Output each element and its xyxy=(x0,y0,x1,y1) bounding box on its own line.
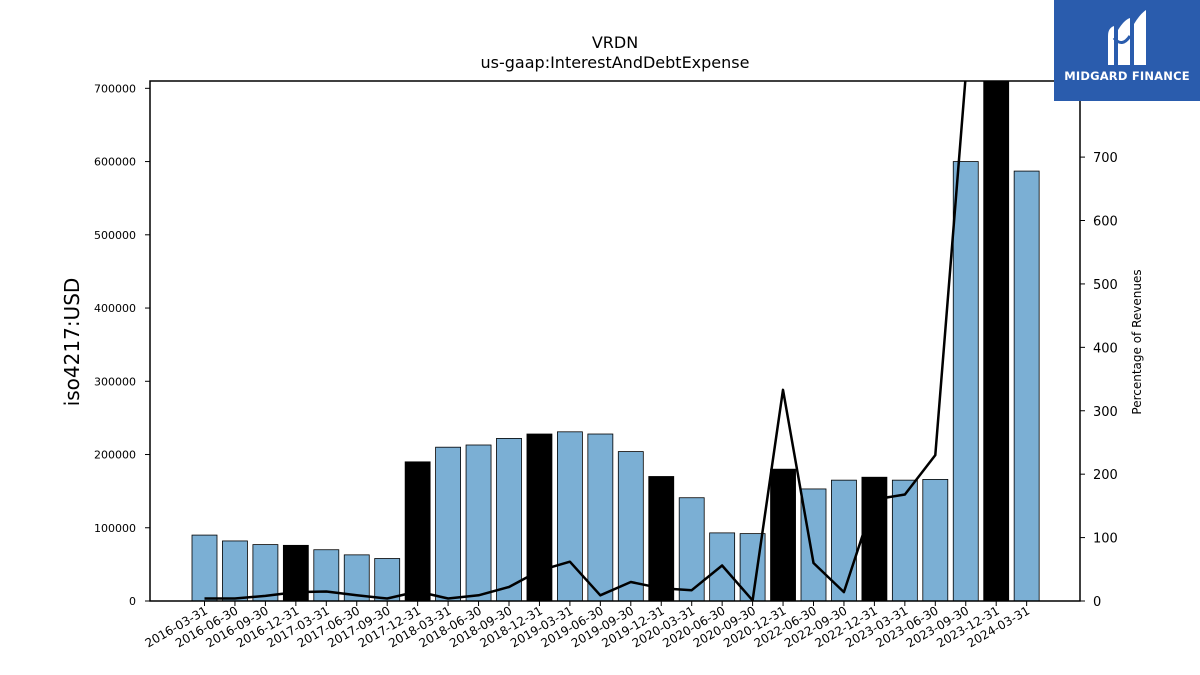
plot-frame xyxy=(149,80,1081,602)
bar-2023-06-30 xyxy=(922,479,949,601)
y-tick-label: 300000 xyxy=(94,375,136,388)
bar-2019-12-31 xyxy=(648,476,675,601)
y2-tick-label: 300 xyxy=(1093,405,1118,420)
bar-2018-09-30 xyxy=(496,438,522,601)
y2-tick-label: 200 xyxy=(1093,468,1118,483)
chart-subtitle: us-gaap:InterestAndDebtExpense xyxy=(481,53,750,72)
y-tick-label: 600000 xyxy=(94,156,136,169)
bar-2016-09-30 xyxy=(252,544,279,601)
bar-2019-09-30 xyxy=(617,451,644,601)
bar-2016-03-31 xyxy=(191,534,218,601)
y2-axis-label: Percentage of Revenues xyxy=(1130,269,1144,414)
bar-2022-12-31 xyxy=(861,476,888,601)
bar-2020-12-31 xyxy=(770,468,796,601)
y2-tick-label: 400 xyxy=(1093,341,1118,356)
bar-2017-12-31 xyxy=(404,461,431,601)
y-axis-label: iso4217:USD xyxy=(60,278,84,407)
bar-2018-03-31 xyxy=(435,446,462,601)
line-layer xyxy=(204,81,967,601)
chart-title: VRDN xyxy=(592,33,638,52)
bar-2022-09-30 xyxy=(831,479,857,601)
bar-2020-03-31 xyxy=(678,497,705,601)
brand-logo: MIDGARD FINANCE xyxy=(1054,0,1200,101)
bars-layer xyxy=(191,81,1040,601)
bar-2024-03-31 xyxy=(1013,170,1040,601)
bar-2016-06-30 xyxy=(222,540,248,601)
bar-2023-12-31 xyxy=(983,81,1010,601)
y2-tick-label: 0 xyxy=(1093,595,1101,610)
y-tick-label: 200000 xyxy=(94,449,136,462)
y-tick-label: 500000 xyxy=(94,229,136,242)
bar-2018-12-31 xyxy=(526,433,553,601)
bar-2017-09-30 xyxy=(374,558,401,601)
y2-tick-label: 100 xyxy=(1093,532,1118,547)
bar-2023-09-30 xyxy=(952,161,979,601)
y-tick-label: 700000 xyxy=(94,82,136,95)
logo-mark-icon xyxy=(1108,10,1146,65)
bar-2023-03-31 xyxy=(891,479,918,601)
brand-name: MIDGARD FINANCE xyxy=(1064,69,1190,83)
y-tick-label: 0 xyxy=(129,595,136,608)
y2-tick-label: 600 xyxy=(1093,215,1118,230)
y-tick-label: 400000 xyxy=(94,302,136,315)
bar-2019-03-31 xyxy=(557,431,583,601)
bar-2018-06-30 xyxy=(465,444,492,601)
y2-tick-label: 700 xyxy=(1093,151,1118,166)
bar-2019-06-30 xyxy=(587,433,614,601)
revenue-pct-line xyxy=(204,81,967,601)
y-tick-label: 100000 xyxy=(94,522,136,535)
bar-2022-06-30 xyxy=(800,488,827,601)
y2-tick-label: 500 xyxy=(1093,278,1118,293)
